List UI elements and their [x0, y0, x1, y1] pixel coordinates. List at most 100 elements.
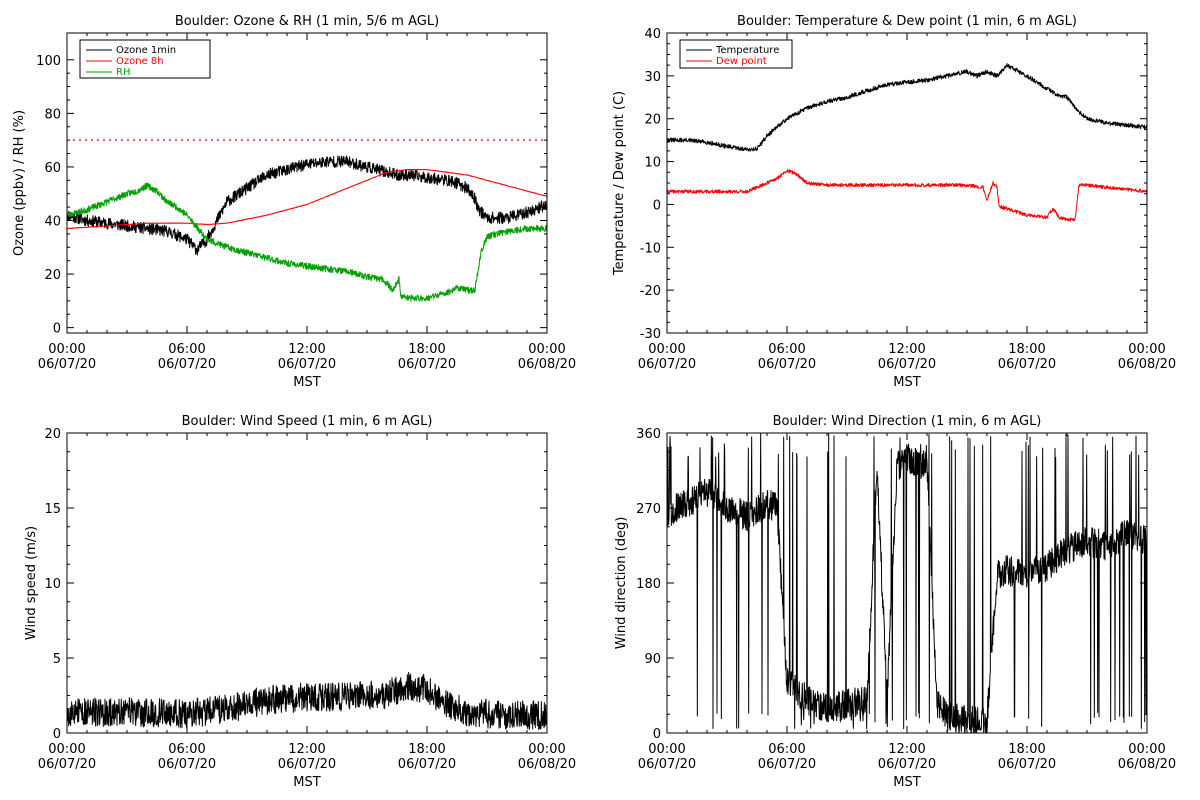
x-tick-label-date: 06/08/20: [518, 757, 576, 772]
y-axis-label: Ozone (ppbv) / RH (%): [12, 110, 27, 256]
legend-label-dew-point: Dew point: [716, 56, 767, 67]
x-axis-label: MST: [893, 775, 920, 790]
x-axis-label: MST: [293, 375, 320, 390]
panel-wind-speed: Boulder: Wind Speed (1 min, 6 m AGL) Win…: [24, 414, 576, 790]
x-tick-label-date: 06/07/20: [758, 757, 816, 772]
panel-title: Boulder: Wind Direction (1 min, 6 m AGL): [773, 414, 1042, 429]
y-tick-label: 15: [44, 502, 61, 517]
x-tick-label-time: 00:00: [48, 742, 85, 757]
x-tick-label-time: 00:00: [48, 342, 85, 357]
y-tick-label: 40: [644, 27, 661, 42]
plot-frame: [666, 432, 1148, 734]
series-line-line-0: [666, 433, 1148, 734]
y-axis-label: Wind speed (m/s): [24, 526, 39, 640]
x-tick-label-date: 06/07/20: [638, 757, 696, 772]
y-tick-label: -30: [640, 327, 661, 342]
y-tick-label: 0: [653, 727, 661, 742]
y-axis-label: Wind direction (deg): [614, 517, 629, 650]
y-tick-label: 0: [53, 322, 61, 337]
panel-title: Boulder: Wind Speed (1 min, 6 m AGL): [182, 414, 433, 429]
y-tick-label: 90: [644, 652, 661, 667]
x-tick-label-date: 06/07/20: [278, 357, 336, 372]
x-tick-label-time: 12:00: [288, 742, 325, 757]
x-tick-label-time: 06:00: [168, 742, 205, 757]
series-line-temperature: [666, 63, 1148, 152]
legend-label-ozone-1min: Ozone 1min: [116, 45, 176, 56]
x-tick-label-time: 00:00: [648, 742, 685, 757]
x-tick-label-time: 12:00: [888, 742, 925, 757]
x-tick-label-date: 06/07/20: [38, 757, 96, 772]
y-tick-label: 60: [44, 161, 61, 176]
x-tick-label-date: 06/07/20: [998, 757, 1056, 772]
x-tick-label-time: 00:00: [1128, 742, 1165, 757]
panel-ozone-rh: Boulder: Ozone & RH (1 min, 5/6 m AGL) O…: [12, 14, 576, 390]
y-tick-label: -20: [640, 284, 661, 299]
legend: Temperature Dew point: [679, 39, 793, 69]
y-tick-label: 30: [644, 70, 661, 85]
legend-label-rh: RH: [116, 67, 130, 78]
x-tick-label-date: 06/07/20: [278, 757, 336, 772]
plot-frame: [66, 432, 548, 734]
panel-wind-direction: Boulder: Wind Direction (1 min, 6 m AGL)…: [614, 414, 1176, 790]
x-axis-label: MST: [293, 775, 320, 790]
series-line-rh: [66, 182, 548, 302]
y-tick-label: 180: [636, 577, 661, 592]
x-tick-label-time: 12:00: [288, 342, 325, 357]
x-tick-label-time: 18:00: [1008, 342, 1045, 357]
x-tick-label-date: 06/08/20: [1118, 757, 1176, 772]
panel-temperature-dewpoint: Boulder: Temperature & Dew point (1 min,…: [612, 14, 1176, 390]
y-tick-label: 20: [44, 268, 61, 283]
legend-label-temperature: Temperature: [715, 45, 779, 56]
plot-frame: [66, 32, 548, 334]
x-tick-label-time: 00:00: [528, 342, 565, 357]
legend-box: [679, 39, 793, 69]
x-tick-label-time: 12:00: [888, 342, 925, 357]
x-tick-label-date: 06/08/20: [518, 357, 576, 372]
x-tick-label-time: 18:00: [408, 342, 445, 357]
x-tick-label-time: 00:00: [528, 742, 565, 757]
legend-label-ozone-8h: Ozone 8h: [116, 56, 164, 67]
x-tick-label-time: 06:00: [168, 342, 205, 357]
x-tick-label-date: 06/07/20: [158, 357, 216, 372]
y-tick-label: -10: [640, 241, 661, 256]
y-tick-label: 5: [53, 652, 61, 667]
y-tick-label: 0: [53, 727, 61, 742]
y-tick-label: 20: [644, 113, 661, 128]
x-tick-label-time: 06:00: [768, 742, 805, 757]
y-tick-label: 80: [44, 107, 61, 122]
series-line-dew-point: [666, 169, 1148, 222]
x-tick-label-date: 06/07/20: [998, 357, 1056, 372]
y-axis-label: Temperature / Dew point (C): [612, 91, 627, 276]
y-tick-label: 10: [44, 577, 61, 592]
x-axis-label: MST: [893, 375, 920, 390]
x-tick-label-date: 06/07/20: [398, 757, 456, 772]
x-tick-label-date: 06/07/20: [158, 757, 216, 772]
x-tick-label-date: 06/07/20: [878, 357, 936, 372]
plot-frame: [666, 32, 1148, 334]
series-line-line-0: [66, 671, 548, 731]
y-tick-label: 270: [636, 502, 661, 517]
x-tick-label-time: 00:00: [648, 342, 685, 357]
panel-title: Boulder: Ozone & RH (1 min, 5/6 m AGL): [175, 14, 439, 29]
panel-title: Boulder: Temperature & Dew point (1 min,…: [737, 14, 1077, 29]
x-tick-label-date: 06/07/20: [38, 357, 96, 372]
x-tick-label-time: 18:00: [408, 742, 445, 757]
y-tick-label: 0: [653, 198, 661, 213]
legend: Ozone 1min Ozone 8h RH: [79, 39, 211, 79]
x-tick-label-time: 06:00: [768, 342, 805, 357]
y-tick-label: 360: [636, 427, 661, 442]
x-tick-label-date: 06/07/20: [638, 357, 696, 372]
series-line-ozone-1min: [66, 155, 548, 256]
y-tick-label: 10: [644, 156, 661, 171]
x-tick-label-date: 06/08/20: [1118, 357, 1176, 372]
x-tick-label-date: 06/07/20: [398, 357, 456, 372]
x-tick-label-date: 06/07/20: [878, 757, 936, 772]
y-tick-label: 20: [44, 427, 61, 442]
x-tick-label-time: 00:00: [1128, 342, 1165, 357]
series-line-ozone-8h: [66, 168, 548, 230]
x-tick-label-date: 06/07/20: [758, 357, 816, 372]
y-tick-label: 100: [36, 54, 61, 69]
x-tick-label-time: 18:00: [1008, 742, 1045, 757]
y-tick-label: 40: [44, 215, 61, 230]
